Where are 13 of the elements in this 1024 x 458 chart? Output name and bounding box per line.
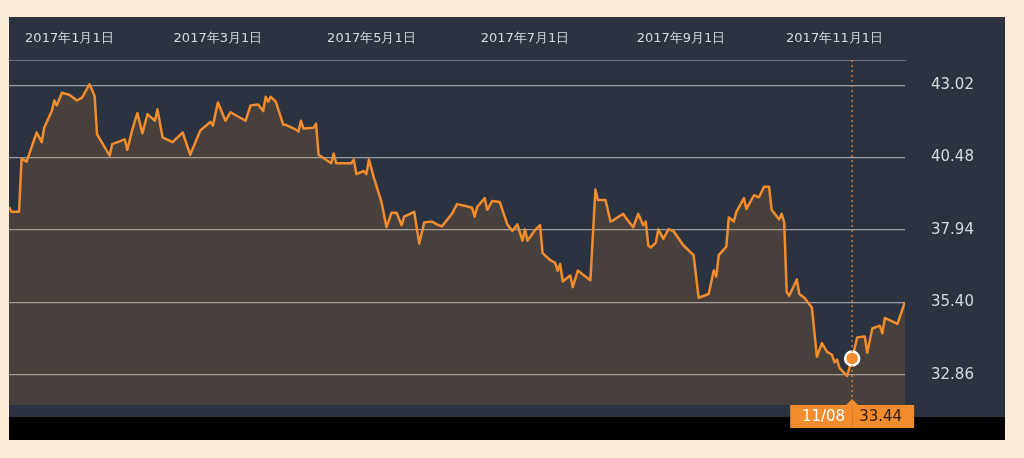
x-tick-label: 2017年7月1日 <box>480 29 570 45</box>
y-tick-label: 43.02 <box>931 75 974 93</box>
ref-line-label: 11/08 <box>801 406 846 425</box>
y-tick-label: 35.40 <box>931 292 974 311</box>
y-tick-label: 40.48 <box>931 147 974 166</box>
x-tick-label: 2017年3月1日 <box>173 29 263 45</box>
x-tick-label: 2017年11月1日 <box>786 29 883 45</box>
y-tick-label: 37.94 <box>931 219 974 238</box>
x-tick-label: 2017年1月1日 <box>25 29 114 45</box>
x-tick-label: 2017年9月1日 <box>636 29 726 45</box>
text: 33.44 <box>859 406 903 425</box>
x-tick-label: 2017年5月1日 <box>327 29 416 45</box>
y-tick-label: 32.86 <box>931 364 974 383</box>
